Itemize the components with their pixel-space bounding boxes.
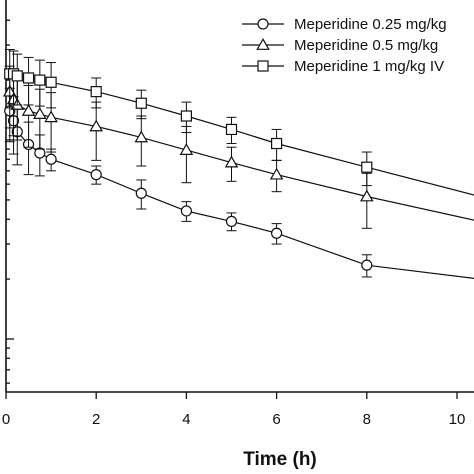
legend-label: Meperidine 0.5 mg/kg [294,37,438,54]
legend-item: Meperidine 0.25 mg/kg [242,16,447,33]
data-point [90,169,102,181]
x-tick-label: 2 [92,411,100,428]
data-point [45,153,57,165]
series-triangle [2,65,474,229]
series-line [9,110,474,280]
data-point [361,161,373,173]
series-circle [4,87,474,280]
data-point [34,74,46,86]
data-point [134,130,149,143]
data-point [11,70,23,82]
x-tick-label: 0 [2,411,10,428]
x-tick-label: 10 [449,411,466,428]
axes: 0 2 4 6 8 10 [2,0,474,428]
data-point [180,205,192,217]
series-square [4,48,474,196]
data-point [269,167,284,180]
data-point [21,103,36,116]
legend-marker [257,60,269,72]
data-point [33,107,47,119]
legend-marker [256,38,270,50]
data-point [271,137,283,150]
series-line [9,91,474,221]
series-line [9,73,474,196]
legend-item: Meperidine 1 mg/kg IV [242,58,444,75]
data-point [135,97,147,109]
legend-item: Meperidine 0.5 mg/kg [242,37,438,54]
legend-label: Meperidine 0.25 mg/kg [294,16,447,33]
data-point [179,143,194,155]
data-point [44,110,58,123]
data-point [90,86,102,98]
x-tick-label: 8 [363,411,371,428]
data-point [361,259,373,271]
data-point [45,76,57,88]
data-point [224,155,239,168]
x-tick-label: 6 [272,411,280,428]
x-axis-title: Time (h) [243,449,317,470]
x-tick-label: 4 [182,411,190,428]
data-point [180,110,192,122]
data-point [22,72,35,84]
data-point [135,187,147,199]
legend-marker [257,18,269,30]
data-point [271,227,283,239]
data-point [360,189,374,202]
data-point [89,119,103,132]
legend: Meperidine 0.25 mg/kg Meperidine 0.5 mg/k… [242,16,447,75]
data-point [225,215,238,227]
legend-label: Meperidine 1 mg/kg IV [294,58,444,75]
series-layer [2,48,474,280]
data-point [225,123,238,136]
